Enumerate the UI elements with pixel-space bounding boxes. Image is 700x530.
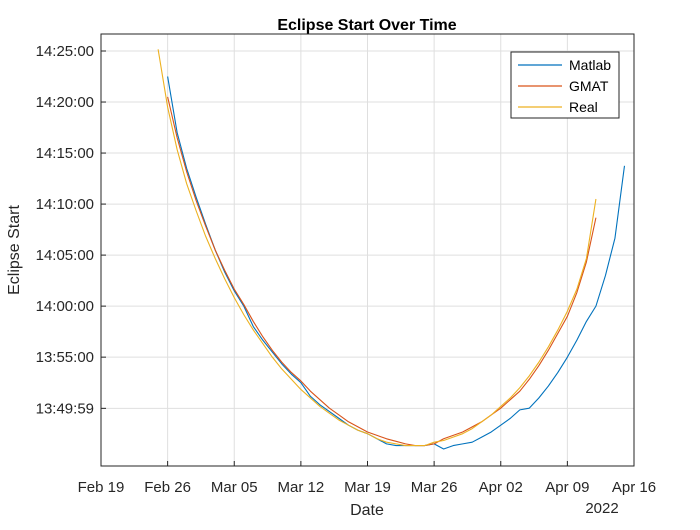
- y-tick-label: 13:49:59: [36, 400, 94, 417]
- legend-label-real: Real: [569, 99, 598, 115]
- series-line-gmat: [167, 96, 597, 447]
- x-tick-label: Mar 26: [411, 479, 458, 496]
- x-tick-label: Apr 09: [545, 479, 589, 496]
- x-tick-label: Mar 12: [278, 479, 325, 496]
- legend-label-gmat: GMAT: [569, 78, 609, 94]
- x-axis-year-label: 2022: [585, 500, 618, 517]
- y-tick-label: 14:00:00: [36, 298, 94, 315]
- chart-title: Eclipse Start Over Time: [277, 17, 456, 34]
- series-lines: [157, 49, 626, 450]
- legend: Matlab GMAT Real: [510, 51, 620, 119]
- x-tick-label: Apr 16: [612, 479, 656, 496]
- y-tick-label: 14:15:00: [36, 145, 94, 162]
- y-tick-label: 14:25:00: [36, 43, 94, 60]
- x-axis-label: Date: [350, 502, 384, 519]
- x-tick-label: Mar 19: [344, 479, 391, 496]
- series-line-real: [157, 49, 597, 447]
- y-tick-label: 13:55:00: [36, 349, 94, 366]
- x-tick-label: Feb 26: [144, 479, 191, 496]
- y-axis-label: Eclipse Start: [6, 205, 23, 295]
- y-tick-label: 14:10:00: [36, 196, 94, 213]
- x-tick-label: Apr 02: [479, 479, 523, 496]
- tick-labels: Feb 19 Feb 26 Mar 05 Mar 12 Mar 19 Mar 26 Apr …: [36, 43, 656, 496]
- series-line-matlab: [167, 76, 626, 450]
- x-tick-label: Mar 05: [211, 479, 258, 496]
- legend-label-matlab: Matlab: [569, 57, 611, 73]
- grid-lines: [101, 34, 634, 466]
- y-tick-label: 14:20:00: [36, 94, 94, 111]
- x-tick-label: Feb 19: [78, 479, 125, 496]
- y-tick-label: 14:05:00: [36, 247, 94, 264]
